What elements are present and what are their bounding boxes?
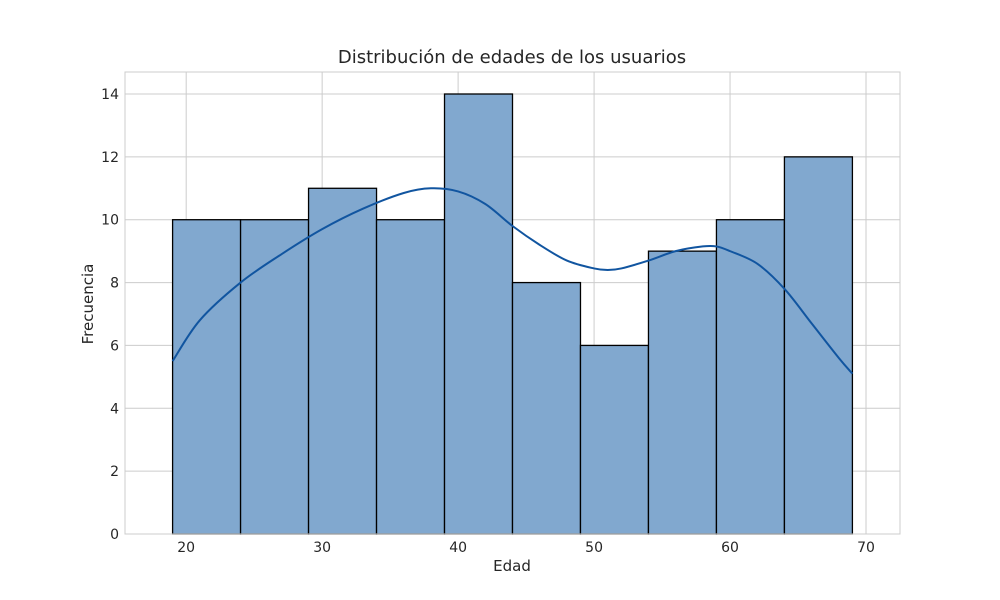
histogram-bar-7 [579,344,650,535]
x-axis-ticks: 20 30 40 50 60 70 [177,540,875,556]
y-tick-label-6: 6 [110,338,119,354]
y-axis-ticks: 0 2 4 6 8 10 12 14 [101,87,119,543]
histogram-bar-9 [715,219,786,535]
y-tick-label-0: 0 [110,527,119,543]
histogram-bar-3 [307,187,378,535]
histogram-bars [171,93,854,535]
x-tick-label-20: 20 [177,540,195,556]
kde-curve [171,187,854,375]
y-tick-label-14: 14 [101,87,119,103]
y-axis-label: Frecuencia [79,264,97,345]
histogram-bar-1 [171,219,242,535]
y-tick-label-10: 10 [101,213,119,229]
x-tick-label-60: 60 [721,540,739,556]
histogram-bar-4 [375,219,446,535]
histogram-bar-8 [647,250,718,535]
x-tick-label-70: 70 [857,540,875,556]
x-tick-label-50: 50 [585,540,603,556]
histogram-bar-5 [443,93,514,535]
kde-curve-layer [171,187,854,375]
plot-frame [124,71,901,535]
histogram-bar-6 [511,281,582,535]
y-tick-label-4: 4 [110,401,119,417]
y-tick-label-8: 8 [110,276,119,292]
x-tick-label-40: 40 [449,540,467,556]
chart-title: Distribución de edades de los usuarios [338,47,686,68]
histogram-bar-2 [239,219,310,535]
y-tick-label-12: 12 [101,150,119,166]
x-tick-label-30: 30 [313,540,331,556]
histogram-bar-10 [783,156,854,535]
y-tick-label-2: 2 [110,464,119,480]
x-axis-label: Edad [493,557,531,575]
